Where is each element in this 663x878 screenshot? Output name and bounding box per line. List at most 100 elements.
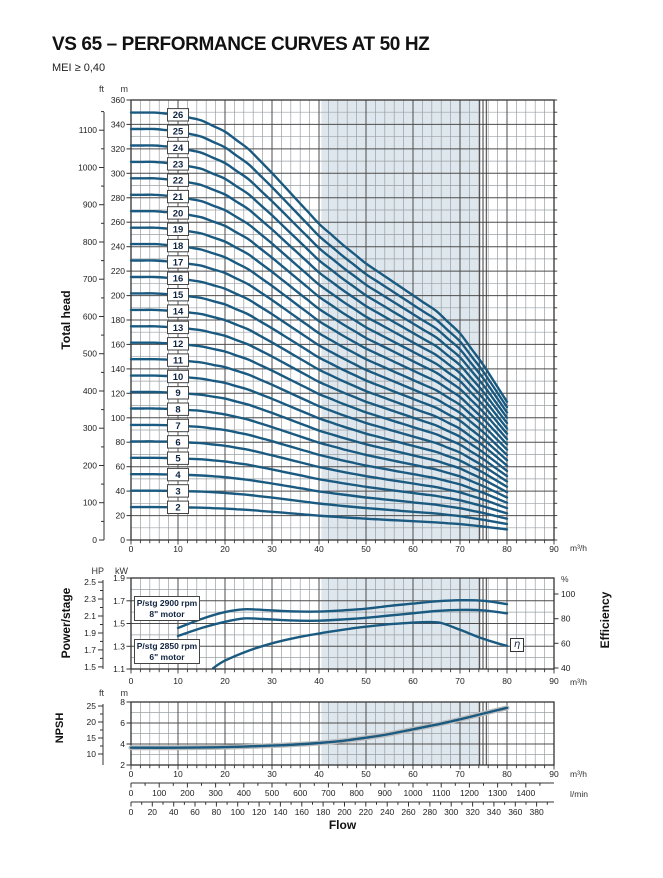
svg-text:40: 40 — [314, 769, 324, 779]
svg-text:1100: 1100 — [79, 125, 98, 135]
svg-text:15: 15 — [173, 290, 184, 301]
svg-text:1.9: 1.9 — [84, 628, 96, 638]
svg-text:90: 90 — [549, 769, 559, 779]
svg-text:220: 220 — [111, 266, 125, 276]
svg-text:2.5: 2.5 — [84, 577, 96, 587]
svg-text:260: 260 — [111, 217, 125, 227]
svg-text:60: 60 — [408, 676, 418, 686]
eta-symbol-label: η — [510, 638, 524, 652]
svg-text:300: 300 — [444, 807, 458, 817]
svg-text:11: 11 — [173, 356, 184, 367]
svg-text:0: 0 — [129, 544, 134, 554]
svg-text:40: 40 — [116, 486, 126, 496]
svg-text:900: 900 — [378, 788, 392, 798]
svg-text:70: 70 — [455, 544, 465, 554]
svg-text:1400: 1400 — [516, 788, 535, 798]
svg-text:300: 300 — [111, 168, 125, 178]
svg-text:120: 120 — [111, 388, 125, 398]
svg-text:320: 320 — [111, 144, 125, 154]
svg-text:100: 100 — [231, 807, 245, 817]
npsh-ft-unit: ft — [98, 688, 104, 698]
svg-text:40: 40 — [169, 807, 179, 817]
svg-text:16: 16 — [173, 274, 184, 285]
axis-title-npsh: NPSH — [54, 712, 66, 744]
svg-text:80: 80 — [502, 769, 512, 779]
svg-text:20: 20 — [87, 717, 97, 727]
svg-text:800: 800 — [83, 237, 97, 247]
svg-text:360: 360 — [508, 807, 522, 817]
svg-text:280: 280 — [111, 193, 125, 203]
svg-text:80: 80 — [502, 676, 512, 686]
svg-text:1300: 1300 — [488, 788, 507, 798]
svg-text:21: 21 — [173, 192, 184, 203]
svg-text:180: 180 — [111, 315, 125, 325]
svg-text:1.7: 1.7 — [84, 645, 96, 655]
flow-axis-title: Flow — [328, 818, 357, 832]
svg-text:340: 340 — [487, 807, 501, 817]
svg-text:8: 8 — [175, 405, 180, 416]
svg-text:60: 60 — [408, 769, 418, 779]
svg-text:70: 70 — [455, 676, 465, 686]
svg-text:240: 240 — [111, 242, 125, 252]
svg-text:160: 160 — [111, 339, 125, 349]
svg-text:20: 20 — [148, 807, 158, 817]
svg-text:10: 10 — [173, 676, 183, 686]
head-chart: 0204060801001201401601802002202402602803… — [78, 95, 559, 554]
mei-rating: MEI ≥ 0,40 — [52, 62, 106, 74]
svg-text:26: 26 — [173, 110, 184, 121]
npsh-chart: 2 4 6 8 10 15 20 25 0 10 20 30 40 50 60 70 80 90 — [87, 697, 559, 779]
svg-text:18: 18 — [173, 241, 184, 252]
svg-text:10: 10 — [87, 749, 97, 759]
svg-text:0: 0 — [129, 769, 134, 779]
svg-text:600: 600 — [293, 788, 307, 798]
head-m-unit: m — [120, 84, 129, 94]
svg-text:200: 200 — [83, 461, 97, 471]
svg-text:6: 6 — [175, 437, 180, 448]
svg-text:2.1: 2.1 — [84, 611, 96, 621]
power-kw-unit: kW — [115, 566, 128, 576]
svg-text:1.3: 1.3 — [113, 641, 125, 651]
svg-text:23: 23 — [173, 159, 184, 170]
svg-text:1.7: 1.7 — [113, 596, 125, 606]
svg-text:70: 70 — [455, 769, 465, 779]
motor-2850-line2: 6" motor — [149, 651, 185, 662]
svg-text:20: 20 — [220, 676, 230, 686]
svg-text:100: 100 — [83, 498, 97, 508]
svg-text:320: 320 — [466, 807, 480, 817]
page-title: VS 65 – PERFORMANCE CURVES AT 50 HZ — [52, 34, 430, 55]
svg-text:20: 20 — [116, 511, 126, 521]
svg-text:800: 800 — [350, 788, 364, 798]
svg-text:240: 240 — [380, 807, 394, 817]
svg-text:7: 7 — [175, 421, 180, 432]
svg-text:0: 0 — [129, 807, 134, 817]
svg-text:300: 300 — [83, 423, 97, 433]
svg-text:300: 300 — [209, 788, 223, 798]
svg-text:14: 14 — [173, 307, 184, 318]
svg-text:220: 220 — [359, 807, 373, 817]
npsh-m-unit: m — [120, 688, 129, 698]
motor-label-2850rpm: P/stg 2850 rpm 6" motor — [134, 639, 200, 664]
svg-text:2: 2 — [175, 503, 180, 514]
svg-text:24: 24 — [173, 143, 184, 154]
svg-text:10: 10 — [173, 544, 183, 554]
svg-text:90: 90 — [549, 676, 559, 686]
svg-text:1100: 1100 — [432, 788, 451, 798]
svg-text:900: 900 — [83, 200, 97, 210]
svg-text:280: 280 — [423, 807, 437, 817]
svg-text:25: 25 — [173, 127, 184, 138]
svg-text:400: 400 — [83, 386, 97, 396]
lmin-unit: l/min — [570, 789, 588, 799]
svg-text:0: 0 — [92, 535, 97, 545]
svg-text:17: 17 — [173, 257, 184, 268]
svg-text:50: 50 — [361, 769, 371, 779]
svg-text:1000: 1000 — [78, 163, 97, 173]
svg-text:4: 4 — [175, 470, 181, 481]
svg-text:22: 22 — [173, 176, 184, 187]
svg-text:400: 400 — [237, 788, 251, 798]
svg-text:200: 200 — [111, 291, 125, 301]
flow-scales: 0 100 200 300 400 500 600 700 800 900 1000 1100 1200… — [129, 782, 554, 817]
svg-text:700: 700 — [321, 788, 335, 798]
svg-text:2: 2 — [120, 760, 125, 770]
